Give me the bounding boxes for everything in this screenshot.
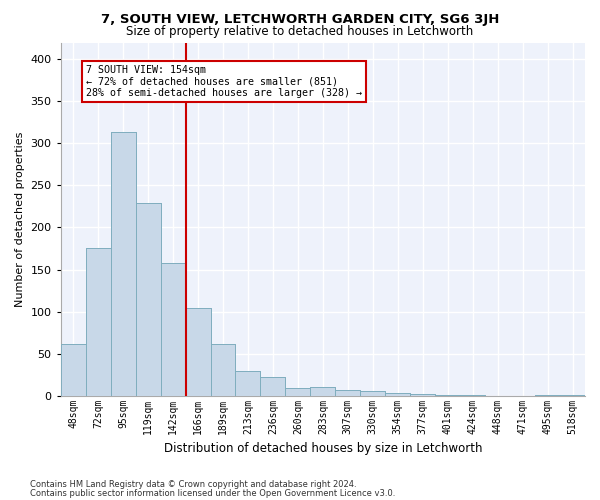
Bar: [535, 395, 560, 396]
Bar: [211, 344, 235, 396]
Bar: [86, 248, 110, 396]
Bar: [410, 394, 435, 396]
Text: Contains HM Land Registry data © Crown copyright and database right 2024.: Contains HM Land Registry data © Crown c…: [30, 480, 356, 489]
X-axis label: Distribution of detached houses by size in Letchworth: Distribution of detached houses by size …: [164, 442, 482, 455]
Bar: [136, 203, 161, 396]
Bar: [211, 344, 235, 396]
Text: Size of property relative to detached houses in Letchworth: Size of property relative to detached ho…: [127, 25, 473, 38]
Bar: [286, 388, 310, 396]
Bar: [161, 263, 185, 396]
Bar: [61, 344, 86, 396]
Bar: [286, 388, 310, 396]
Bar: [110, 132, 136, 396]
Bar: [410, 394, 435, 396]
Bar: [361, 392, 385, 396]
Bar: [435, 395, 460, 396]
Bar: [560, 395, 585, 396]
Bar: [235, 372, 260, 396]
Text: 7 SOUTH VIEW: 154sqm
← 72% of detached houses are smaller (851)
28% of semi-deta: 7 SOUTH VIEW: 154sqm ← 72% of detached h…: [86, 65, 362, 98]
Text: 7, SOUTH VIEW, LETCHWORTH GARDEN CITY, SG6 3JH: 7, SOUTH VIEW, LETCHWORTH GARDEN CITY, S…: [101, 12, 499, 26]
Bar: [460, 395, 485, 396]
Bar: [310, 387, 335, 396]
Bar: [535, 395, 560, 396]
Bar: [185, 308, 211, 396]
Bar: [185, 308, 211, 396]
Bar: [61, 344, 86, 396]
Bar: [260, 377, 286, 396]
Bar: [260, 377, 286, 396]
Bar: [460, 395, 485, 396]
Bar: [335, 390, 361, 396]
Y-axis label: Number of detached properties: Number of detached properties: [15, 132, 25, 307]
Bar: [335, 390, 361, 396]
Text: Contains public sector information licensed under the Open Government Licence v3: Contains public sector information licen…: [30, 488, 395, 498]
Bar: [86, 248, 110, 396]
Bar: [161, 263, 185, 396]
Bar: [310, 387, 335, 396]
Bar: [435, 395, 460, 396]
Bar: [560, 395, 585, 396]
Bar: [385, 393, 410, 396]
Bar: [235, 372, 260, 396]
Bar: [385, 393, 410, 396]
Bar: [136, 203, 161, 396]
Bar: [110, 132, 136, 396]
Bar: [361, 392, 385, 396]
